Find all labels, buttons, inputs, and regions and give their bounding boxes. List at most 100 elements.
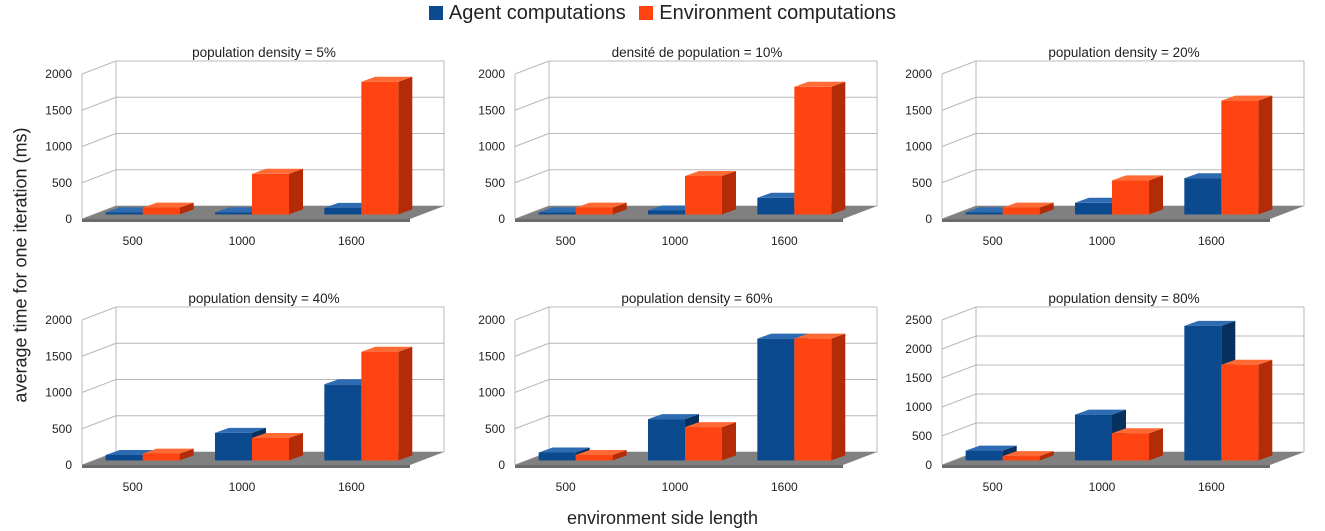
grid-side-line — [81, 133, 117, 147]
bar-top-face — [361, 76, 413, 82]
y-tick-label: 500 — [52, 176, 72, 190]
bar-front-face — [324, 207, 362, 215]
bar-front-face — [1075, 414, 1112, 461]
y-tick-label: 500 — [912, 176, 932, 190]
x-tick-label: 1000 — [229, 234, 256, 248]
bar-front-face — [1002, 207, 1040, 215]
bar-top-face — [685, 171, 736, 176]
bar-side-face — [612, 450, 627, 461]
y-tick-label: 1500 — [45, 103, 72, 117]
environment-bar — [794, 81, 846, 215]
bar-side-face — [831, 81, 846, 215]
environment-bar — [1112, 428, 1163, 461]
bar-top-face — [1221, 95, 1273, 101]
y-tick-label: 2000 — [905, 67, 932, 81]
bar-side-face — [1039, 202, 1054, 215]
legend-item-agent: Agent computations — [428, 2, 626, 25]
legend-item-environment: Environment computations — [639, 2, 896, 25]
chart-panel-4: population density = 40% 0 500 1000 1500 2000… — [45, 291, 445, 494]
x-tick-label: 1600 — [1198, 480, 1225, 494]
y-tick-label: 2000 — [45, 313, 72, 327]
grid-side-line — [941, 133, 977, 147]
grid-side-line — [514, 133, 550, 147]
bar-top-face — [361, 346, 413, 352]
environment-bar — [575, 450, 627, 461]
bar-front-face — [965, 212, 1003, 215]
bar-front-face — [794, 86, 832, 215]
environment-bar — [1112, 175, 1163, 215]
grid-side-line — [81, 169, 117, 184]
legend-swatch-agent — [428, 6, 443, 20]
grid-side-line — [941, 96, 977, 111]
bar-top-face — [575, 450, 627, 455]
y-tick-label: 1000 — [478, 386, 505, 400]
bar-front-face — [794, 338, 832, 461]
bar-top-face — [794, 81, 846, 87]
bar-front-face — [965, 450, 1003, 461]
bar-side-face — [1039, 451, 1054, 461]
bar-front-face — [648, 210, 685, 215]
grid-side-line — [941, 422, 977, 437]
y-tick-label: 500 — [912, 429, 932, 443]
environment-bar — [794, 333, 846, 461]
y-tick-label: 500 — [485, 176, 505, 190]
bar-front-face — [1002, 456, 1040, 461]
panel-title: population density = 40% — [188, 291, 339, 306]
bar-top-face — [252, 433, 303, 438]
y-tick-label: 2000 — [45, 67, 72, 81]
environment-bar — [1221, 95, 1273, 215]
bar-side-face — [289, 433, 303, 461]
x-tick-label: 1000 — [662, 234, 689, 248]
bar-front-face — [105, 212, 143, 215]
panel-title: population density = 20% — [1048, 45, 1199, 60]
bar-side-face — [1149, 175, 1163, 215]
x-tick-label: 500 — [123, 234, 143, 248]
bar-top-face — [1075, 409, 1126, 415]
floor-edge — [515, 219, 843, 222]
y-tick-label: 2000 — [478, 313, 505, 327]
bar-side-face — [398, 76, 413, 215]
bar-top-face — [142, 448, 194, 454]
bar-side-face — [179, 448, 194, 461]
bar-side-face — [722, 422, 736, 461]
grid-side-line — [941, 169, 977, 184]
y-tick-label: 1000 — [45, 386, 72, 400]
environment-bar — [575, 202, 627, 215]
bar-top-face — [142, 202, 194, 208]
x-tick-label: 1000 — [1089, 234, 1116, 248]
bar-top-face — [1184, 320, 1236, 326]
environment-bar — [1221, 359, 1273, 461]
bar-front-face — [142, 453, 180, 461]
grid-side-line — [514, 342, 550, 357]
bar-top-face — [1002, 451, 1054, 457]
grid-side-line — [81, 415, 117, 430]
grid-side-line — [941, 364, 977, 379]
panel-title: population density = 60% — [621, 291, 772, 306]
bar-top-face — [1221, 359, 1273, 365]
environment-bar — [252, 433, 303, 461]
y-tick-label: 1500 — [478, 349, 505, 363]
bar-top-face — [1002, 202, 1054, 208]
grid-side-line — [514, 60, 550, 75]
bar-front-face — [1221, 100, 1259, 215]
grid-side-line — [81, 96, 117, 111]
bar-front-face — [324, 384, 362, 461]
x-tick-label: 500 — [556, 234, 576, 248]
grid-side-line — [941, 60, 977, 75]
bar-side-face — [1149, 428, 1163, 461]
y-tick-label: 0 — [925, 458, 932, 472]
floor-edge — [82, 465, 410, 468]
legend-label-environment: Environment computations — [659, 2, 897, 24]
y-tick-label: 1000 — [905, 400, 932, 414]
x-tick-label: 1000 — [1089, 480, 1116, 494]
bar-side-face — [179, 202, 194, 215]
bar-front-face — [685, 176, 722, 215]
bar-front-face — [142, 207, 180, 215]
bar-front-face — [1221, 364, 1259, 461]
bar-front-face — [1184, 178, 1222, 215]
bar-top-face — [1112, 175, 1163, 181]
x-tick-label: 1600 — [1198, 234, 1225, 248]
environment-bar — [685, 171, 736, 215]
chart-legend: Agent computations Environment computati… — [0, 2, 1325, 25]
floor-edge — [942, 465, 1270, 468]
